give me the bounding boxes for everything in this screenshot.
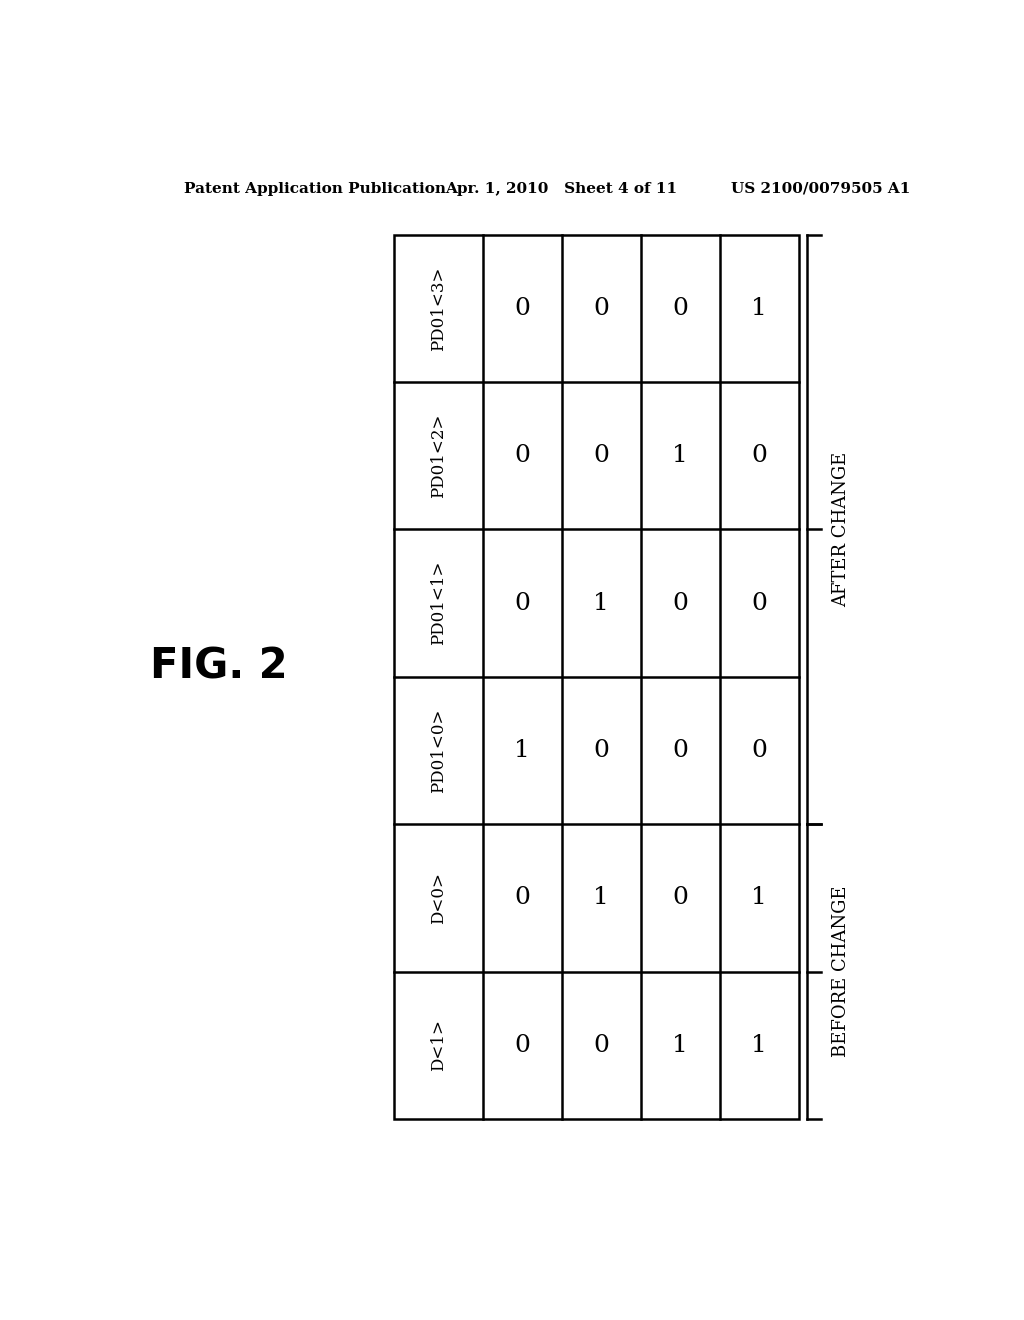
Text: D<1>: D<1> [430,1019,446,1072]
Text: 1: 1 [594,591,609,615]
Text: PD01<3>: PD01<3> [430,267,446,351]
Text: 0: 0 [514,886,530,909]
Text: BEFORE CHANGE: BEFORE CHANGE [831,886,850,1057]
Text: 0: 0 [514,445,530,467]
Text: 0: 0 [593,739,609,762]
Text: 0: 0 [673,739,688,762]
Text: PD01<0>: PD01<0> [430,709,446,793]
Text: 0: 0 [514,1034,530,1057]
Text: US 2100/0079505 A1: US 2100/0079505 A1 [731,182,910,195]
Text: 0: 0 [593,1034,609,1057]
Text: 0: 0 [514,297,530,319]
Text: 0: 0 [752,591,767,615]
Text: 0: 0 [593,297,609,319]
Text: 0: 0 [752,739,767,762]
Text: 0: 0 [673,886,688,909]
Text: Apr. 1, 2010   Sheet 4 of 11: Apr. 1, 2010 Sheet 4 of 11 [445,182,678,195]
Text: 1: 1 [752,1034,767,1057]
Text: 1: 1 [673,445,688,467]
Text: FIG. 2: FIG. 2 [151,645,288,688]
Text: D<0>: D<0> [430,871,446,924]
Text: 1: 1 [514,739,530,762]
Text: PD01<1>: PD01<1> [430,561,446,645]
Text: Patent Application Publication: Patent Application Publication [183,182,445,195]
Text: PD01<2>: PD01<2> [430,413,446,498]
Text: 0: 0 [673,297,688,319]
Text: AFTER CHANGE: AFTER CHANGE [831,451,850,607]
Text: 0: 0 [514,591,530,615]
Text: 0: 0 [673,591,688,615]
Text: 1: 1 [594,886,609,909]
Text: 1: 1 [752,886,767,909]
Text: 1: 1 [752,297,767,319]
Text: 1: 1 [673,1034,688,1057]
Text: 0: 0 [593,445,609,467]
Text: 0: 0 [752,445,767,467]
